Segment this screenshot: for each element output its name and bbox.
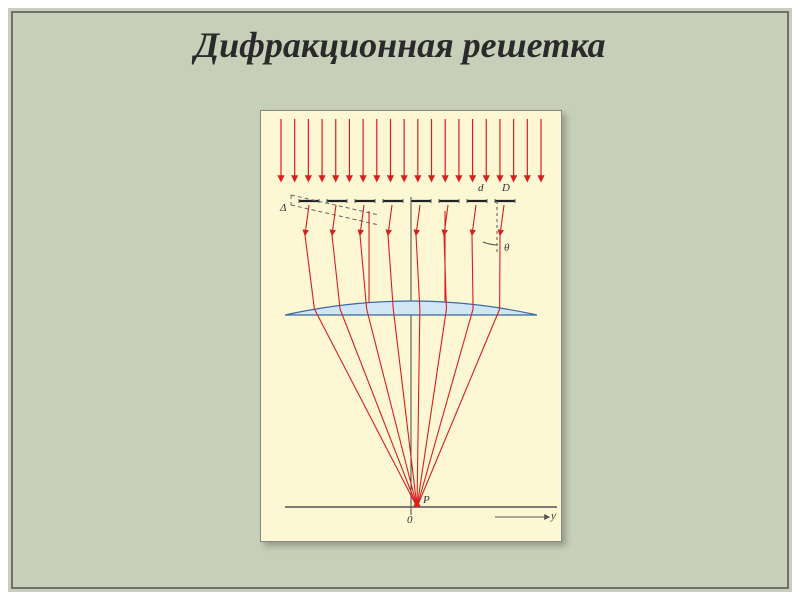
svg-text:y: y	[550, 510, 556, 522]
slide-title: Дифракционная решетка	[0, 24, 800, 66]
slide: Дифракционная решетка Δd Dθ P0 y	[0, 0, 800, 600]
svg-text:P: P	[422, 494, 430, 506]
diagram-svg: Δd Dθ P0 y	[261, 111, 561, 541]
svg-text:d: d	[478, 182, 484, 194]
svg-text:0: 0	[407, 514, 413, 526]
svg-text:D: D	[501, 182, 510, 194]
diffraction-diagram: Δd Dθ P0 y	[260, 110, 562, 542]
svg-text:Δ: Δ	[279, 202, 286, 214]
svg-text:θ: θ	[504, 242, 510, 254]
